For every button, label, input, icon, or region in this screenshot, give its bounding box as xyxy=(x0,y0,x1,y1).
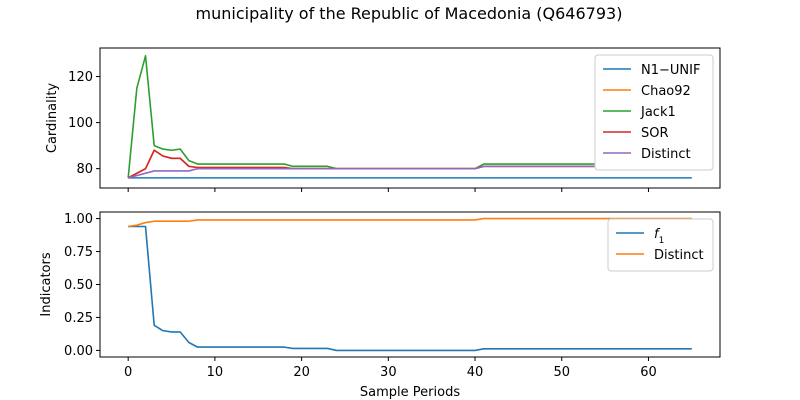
legend: f1 Distinct xyxy=(607,218,714,272)
y-tick-label: 0.50 xyxy=(64,278,93,293)
chart-panels: 80100120CardinalityN1−UNIFChao92Jack1SOR… xyxy=(39,47,721,400)
x-tick-label: 50 xyxy=(553,365,570,380)
y-tick-label: 0.25 xyxy=(64,311,93,326)
legend-box xyxy=(607,218,714,272)
legend-label: Distinct xyxy=(654,248,704,263)
x-tick-label: 60 xyxy=(640,365,657,380)
x-axis-label: Sample Periods xyxy=(360,385,460,400)
x-tick-label: 10 xyxy=(207,365,224,380)
y-tick-label: 80 xyxy=(76,162,93,177)
y-tick-label: 1.00 xyxy=(64,212,93,227)
y-tick-label: 0.00 xyxy=(64,344,93,359)
y-tick-label: 0.75 xyxy=(64,245,93,260)
series-line-f1 xyxy=(128,225,692,352)
legend-label: SOR xyxy=(641,126,669,141)
legend-label: Distinct xyxy=(641,147,691,162)
axes-frame xyxy=(99,47,721,189)
y-tick-label: 120 xyxy=(68,70,93,85)
panel-2: 0 10 20 30 40 50 60 0.00 0.25 0.50 0.75 1.00 Indicat… xyxy=(39,211,721,400)
legend-box xyxy=(594,54,714,171)
x-tick-label: 40 xyxy=(467,365,484,380)
series-line-distinct xyxy=(127,165,692,179)
y-tick-label: 100 xyxy=(68,116,93,131)
x-tick-label: 20 xyxy=(293,365,310,380)
x-tick-label: 0 xyxy=(124,365,132,380)
legend: N1−UNIF Chao92 Jack1 SOR Distinct xyxy=(594,54,714,171)
y-axis-label: Cardinality xyxy=(45,83,60,154)
series-line-distinct xyxy=(128,217,692,228)
x-tick-label: 30 xyxy=(380,365,397,380)
panel-1: 80 100 120 Cardinality N1−UNIF Chao92 Jack1 SOR… xyxy=(45,47,721,192)
legend-label: Chao92 xyxy=(641,84,691,99)
legend-label: f1 xyxy=(654,227,664,246)
y-axis-label: Indicators xyxy=(39,252,54,316)
legend-label: Jack1 xyxy=(640,105,676,120)
chart-title: municipality of the Republic of Macedoni… xyxy=(196,4,623,23)
legend-label: N1−UNIF xyxy=(641,63,700,78)
